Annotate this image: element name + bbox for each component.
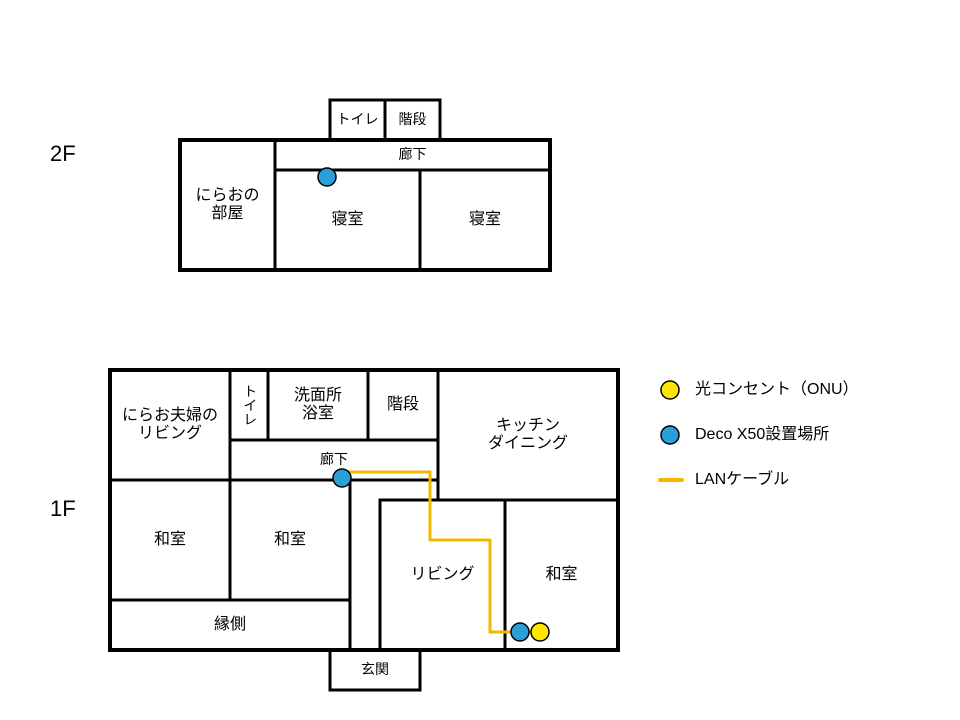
deco-marker — [318, 168, 336, 186]
room-label-washitsu1: 和室 — [154, 530, 186, 548]
room-label-nirao: にらおの部屋 — [195, 186, 259, 222]
legend-onu-icon — [661, 381, 679, 399]
room-label-bedroom1: 寝室 — [331, 209, 363, 228]
room-label-stairs: 階段 — [399, 111, 427, 127]
onu-marker — [531, 623, 549, 641]
room-label-hallway: 廊下 — [320, 451, 348, 467]
legend-label: 光コンセント（ONU） — [695, 380, 859, 398]
room-label-living: リビング — [410, 565, 474, 583]
legend-label: LANケーブル — [695, 469, 789, 488]
deco-marker — [333, 469, 351, 487]
room-label-bath: 洗面所浴室 — [294, 386, 342, 422]
room-label-stairs: 階段 — [387, 395, 419, 413]
floor-label: 2F — [50, 141, 76, 166]
legend-deco-icon — [661, 426, 679, 444]
room-label-hallway: 廊下 — [399, 146, 427, 162]
legend-label: Deco X50設置場所 — [695, 425, 829, 443]
deco-marker — [511, 623, 529, 641]
room-label-living-nirao: にらお夫婦のリビング — [122, 406, 218, 442]
room-label-kitchen: キッチンダイニング — [488, 417, 568, 452]
room-label-genkan: 玄関 — [361, 661, 389, 677]
room-label-toilet: トイレ — [337, 111, 379, 127]
floor-label: 1F — [50, 496, 76, 521]
room-label-toilet: トイレ — [242, 384, 258, 426]
room-label-bedroom2: 寝室 — [469, 209, 501, 228]
floorplan-diagram: 2Fトイレ階段廊下にらおの部屋寝室寝室1Fにらお夫婦のリビングトイレ洗面所浴室階… — [0, 0, 960, 720]
room-label-washitsu3: 和室 — [545, 565, 577, 583]
room-label-washitsu2: 和室 — [274, 530, 306, 548]
room-label-engawa: 縁側 — [214, 615, 246, 633]
